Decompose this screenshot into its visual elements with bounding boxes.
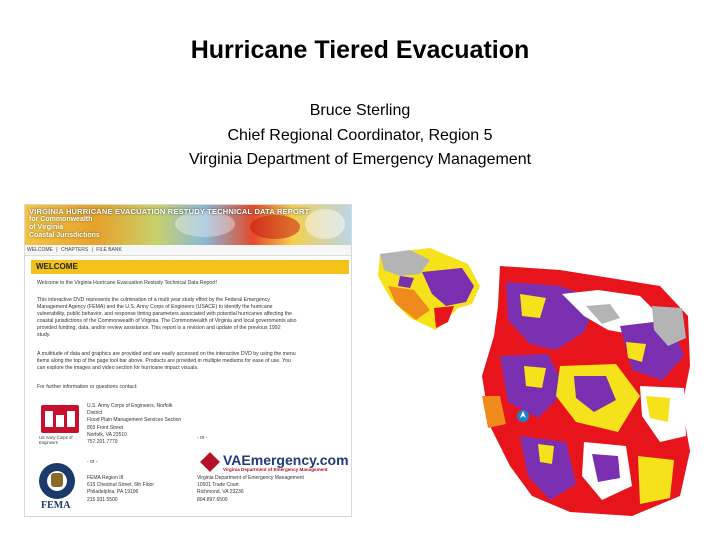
fema-seal-icon <box>39 463 75 499</box>
vaemergency-logo: VAEmergency.com Virginia Department of E… <box>200 452 349 475</box>
paragraph-2: A multitude of data and graphics are pro… <box>37 351 296 371</box>
nav-welcome[interactable]: WELCOME <box>27 247 53 253</box>
or-separator: - or - <box>87 459 98 465</box>
usace-address: U.S. Army Corps of Engineers, Norfolk Di… <box>87 403 182 446</box>
presenter-organization: Virginia Department of Emergency Managem… <box>188 151 532 168</box>
slide-title: Hurricane Tiered Evacuation <box>190 36 530 64</box>
banner-title: VIRGINIA HURRICANE EVACUATION RESTUDY TE… <box>29 207 310 216</box>
contact-line: For further information or questions con… <box>37 384 138 390</box>
nav-file-bank[interactable]: FILE BANK <box>96 247 122 253</box>
report-screenshot: VIRGINIA HURRICANE EVACUATION RESTUDY TE… <box>24 204 352 517</box>
banner-line: for Commonwealth <box>29 216 93 223</box>
presenter-role: Chief Regional Coordinator, Region 5 <box>227 127 493 144</box>
banner-line: Coastal Jurisdictions <box>29 232 100 239</box>
vae-diamond-icon <box>200 452 220 472</box>
fema-logo-text: FEMA <box>41 500 71 511</box>
welcome-heading: WELCOME <box>36 262 78 271</box>
usace-label: US Army Corps of Engineers <box>39 435 73 445</box>
intro-line: Welcome to the Virginia Hurricane Evacua… <box>37 280 217 286</box>
paragraph-1: This interactive DVD represents the culm… <box>37 297 297 338</box>
banner-line: of Virginia <box>29 224 64 231</box>
or-separator: - or - <box>197 435 208 441</box>
fema-address: FEMA Region III 615 Chestnut Street, 6th… <box>87 475 154 503</box>
report-nav: WELCOME | CHAPTERS | FILE BANK <box>25 245 351 256</box>
report-banner: VIRGINIA HURRICANE EVACUATION RESTUDY TE… <box>25 205 351 245</box>
vdem-address: Virginia Department of Emergency Managem… <box>197 475 304 503</box>
presenter-name: Bruce Sterling <box>309 102 411 119</box>
welcome-heading-bar: WELCOME <box>31 260 349 274</box>
evacuation-zone-map <box>378 248 690 516</box>
usace-castle-icon <box>41 405 79 433</box>
nav-chapters[interactable]: CHAPTERS <box>60 247 89 253</box>
